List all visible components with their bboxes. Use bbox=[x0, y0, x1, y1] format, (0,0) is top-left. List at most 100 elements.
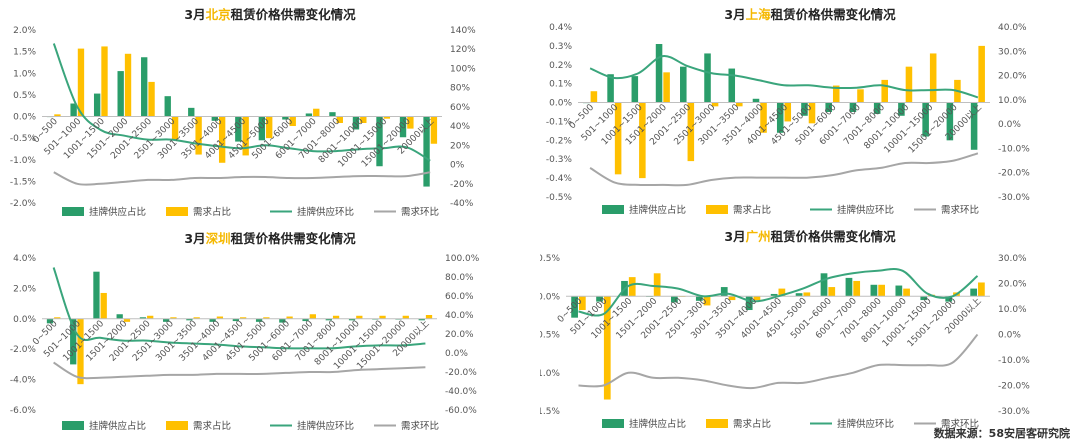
shanghai-chart-panel: 3月上海租赁价格供需变化情况 0.4% 0.3% 0.2% 0.1% 0.0% -0.1%… bbox=[540, 0, 1080, 222]
demand-share-bar bbox=[216, 316, 224, 319]
legend-label: 挂牌供应环比 bbox=[837, 418, 894, 430]
left-axis-tick: 0.5% bbox=[13, 91, 36, 101]
supply-share-bar bbox=[728, 68, 736, 103]
demand-share-bar bbox=[853, 280, 861, 297]
demand-share-bar bbox=[313, 108, 320, 117]
demand-share-bar bbox=[687, 102, 695, 162]
chart-title: 3月北京租赁价格供需变化情况 bbox=[184, 7, 356, 22]
supply-share-bar bbox=[970, 102, 978, 150]
demand-share-bar bbox=[881, 79, 888, 103]
supply-share-bar bbox=[139, 317, 147, 319]
data-source-note: 数据来源：58安居客研究院 bbox=[933, 427, 1070, 440]
supply-share-bar bbox=[920, 296, 928, 301]
left-axis-tick: 0.0% bbox=[13, 315, 36, 325]
demand-share-bar bbox=[614, 102, 622, 175]
demand-share-bar bbox=[590, 91, 598, 103]
right-axis-tick: -20% bbox=[450, 180, 474, 190]
demand-share-bar bbox=[753, 296, 761, 301]
demand-share-bar bbox=[148, 81, 155, 117]
supply-mom-line bbox=[52, 43, 431, 162]
supply-share-bar bbox=[329, 112, 336, 117]
right-axis-tick: 20.0% bbox=[998, 280, 1027, 290]
demand-share-bar bbox=[360, 116, 367, 123]
demand-share-bar bbox=[356, 315, 363, 319]
legend-label: 挂牌供应环比 bbox=[297, 206, 354, 218]
supply-share-bar bbox=[211, 116, 218, 121]
supply-share-bar bbox=[946, 102, 954, 141]
supply-share-bar bbox=[922, 102, 929, 137]
supply-share-bar bbox=[898, 102, 905, 116]
demand-share-bar bbox=[100, 292, 107, 319]
city-name: 北京 bbox=[205, 7, 231, 22]
left-axis-tick: 1.0% bbox=[13, 69, 36, 79]
right-axis-tick: 60% bbox=[450, 103, 470, 113]
left-axis-tick: -0.1% bbox=[546, 117, 573, 127]
demand-share-bar bbox=[978, 282, 985, 297]
left-axis-tick: 2.0% bbox=[13, 284, 36, 294]
supply-share-bar bbox=[258, 116, 266, 141]
supply-share-bar bbox=[46, 318, 54, 324]
demand-share-bar bbox=[703, 296, 711, 306]
demand-share-bar bbox=[332, 315, 340, 319]
supply-share-bar bbox=[70, 318, 77, 365]
shenzhen-chart: 4.0% 2.0% 0.0% -2.0% -4.0% -6.0% 100.0% 80.0% 60… bbox=[10, 254, 480, 432]
right-axis-tick: 100% bbox=[450, 64, 476, 74]
right-axis-tick: 30.0% bbox=[998, 47, 1027, 57]
supply-share-bar bbox=[163, 318, 170, 322]
demand-share-bar bbox=[808, 102, 816, 124]
demand-share-bar bbox=[736, 102, 743, 107]
right-axis-tick: -10.0% bbox=[998, 144, 1030, 154]
demand-share-bar bbox=[430, 116, 438, 144]
right-axis-tick: -40.0% bbox=[445, 387, 477, 397]
demand-share-bar bbox=[878, 284, 885, 297]
demand-share-bar bbox=[803, 292, 811, 297]
supply-share-bar bbox=[970, 288, 978, 297]
supply-share-bar bbox=[770, 293, 778, 297]
left-axis-tick: 0.0% bbox=[13, 113, 36, 123]
supply-share-bar bbox=[255, 318, 263, 322]
left-axis-tick: -1.0% bbox=[540, 369, 560, 379]
right-axis-tick: 30.0% bbox=[998, 254, 1027, 264]
supply-share-bar bbox=[720, 287, 728, 297]
demand-share-bar bbox=[171, 116, 179, 141]
right-axis-tick: 80.0% bbox=[445, 273, 474, 283]
supply-share-bar bbox=[752, 98, 760, 103]
supply-share-bar bbox=[825, 102, 832, 112]
left-axis-tick: -0.4% bbox=[546, 174, 573, 184]
left-axis-tick: 0.4% bbox=[549, 23, 572, 33]
shenzhen-chart-panel: 3月深圳租赁价格供需变化情况 4.0% 2.0% 0.0% -2.0% -4.0% -6.… bbox=[0, 222, 540, 444]
beijing-chart-panel: 3月北京租赁价格供需变化情况 2.0% 1.5% 1.0% 0.5% 0.0% -0.5%… bbox=[0, 0, 540, 222]
supply-share-bar bbox=[870, 284, 878, 297]
left-axis-tick: 0.0% bbox=[549, 99, 572, 109]
chart-title: 3月广州租赁价格供需变化情况 bbox=[724, 229, 896, 244]
legend-label: 需求环比 bbox=[941, 204, 979, 216]
right-axis-tick: 120% bbox=[450, 45, 476, 55]
left-axis-tick: -0.5% bbox=[540, 331, 560, 341]
demand-share-bar bbox=[263, 317, 270, 319]
shanghai-chart: 0.4% 0.3% 0.2% 0.1% 0.0% -0.1% -0.2% -0.3% -0.4%… bbox=[546, 23, 1030, 216]
demand-share-bar bbox=[903, 288, 910, 297]
supply-share-bar bbox=[820, 273, 828, 297]
left-axis-tick: 0.3% bbox=[549, 42, 572, 52]
supply-share-bar bbox=[895, 285, 903, 297]
left-axis-tick: 2.0% bbox=[13, 26, 36, 36]
demand-share-bar bbox=[905, 66, 913, 103]
left-axis-tick: 0.5% bbox=[540, 254, 560, 264]
supply-share-bar bbox=[695, 296, 703, 301]
legend-swatch bbox=[166, 421, 188, 430]
left-axis-tick: -1.5% bbox=[540, 407, 560, 417]
supply-share-bar bbox=[704, 53, 711, 103]
supply-share-bar bbox=[745, 296, 753, 311]
legend-label: 需求环比 bbox=[401, 206, 439, 218]
supply-share-bar bbox=[235, 116, 242, 142]
demand-mom-line bbox=[589, 152, 979, 187]
legend-label: 挂牌供应占比 bbox=[629, 204, 686, 216]
right-axis-tick: 40% bbox=[450, 122, 470, 132]
demand-share-bar bbox=[77, 318, 84, 385]
guangzhou-chart: 0.5% 0.0% -0.5% -1.0% -1.5% 30.0% 20.0% 10.0% 0.… bbox=[540, 254, 1030, 430]
supply-share-bar bbox=[418, 318, 425, 321]
demand-share-bar bbox=[402, 315, 409, 319]
legend-label: 需求占比 bbox=[193, 206, 231, 218]
supply-share-bar bbox=[423, 116, 430, 187]
legend-swatch bbox=[602, 419, 624, 428]
